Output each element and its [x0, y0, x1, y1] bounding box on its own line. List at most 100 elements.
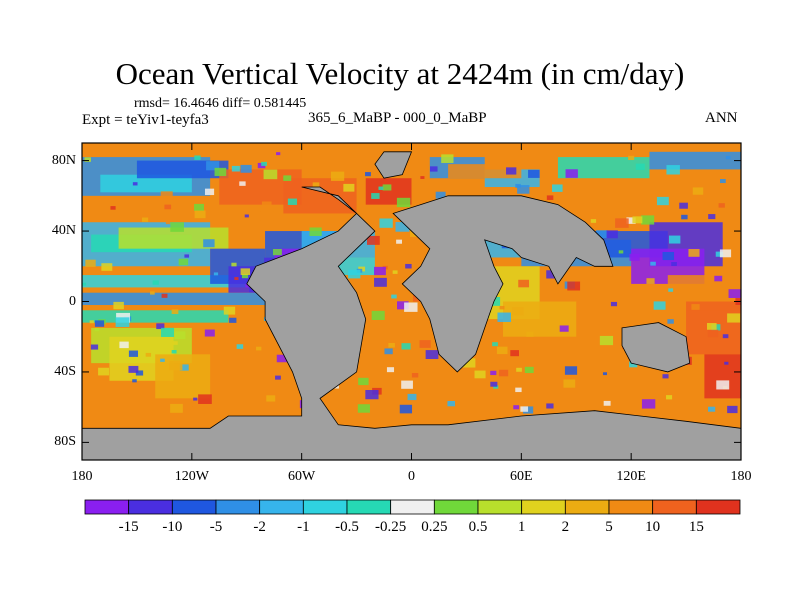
field-speckle — [141, 217, 149, 222]
colorbar-label: 2 — [561, 519, 570, 535]
colorbar-swatch — [477, 499, 523, 515]
field-speckle — [653, 301, 666, 310]
field-speckle — [727, 405, 738, 414]
field-speckle — [618, 250, 624, 254]
colorbar — [84, 499, 741, 515]
field-speckle — [98, 367, 110, 376]
field-speckle — [170, 403, 183, 413]
field-speckle — [263, 169, 278, 180]
field-speckle — [193, 397, 198, 401]
field-speckle — [499, 305, 505, 310]
colorbar-label: -0.25 — [375, 519, 407, 535]
field-speckle — [656, 196, 669, 206]
field-patch — [448, 164, 522, 179]
field-speckle — [628, 155, 635, 161]
field-speckle — [115, 317, 130, 327]
field-speckle — [260, 211, 274, 221]
field-speckle — [635, 163, 645, 170]
field-speckle — [161, 293, 168, 298]
field-speckle — [441, 154, 454, 163]
field-speckle — [724, 361, 729, 365]
velocity-field — [82, 143, 741, 460]
field-speckle — [626, 217, 636, 224]
field-speckle — [516, 367, 522, 372]
field-speckle — [94, 320, 105, 327]
field-speckle — [524, 366, 534, 374]
field-speckle — [171, 309, 179, 314]
field-speckle — [261, 201, 272, 209]
field-speckle — [365, 172, 371, 177]
field-speckle — [546, 195, 554, 200]
field-speckle — [371, 310, 385, 320]
field-speckle — [552, 184, 563, 192]
field-speckle — [728, 289, 741, 298]
colorbar-label: 5 — [605, 519, 613, 535]
field-speckle — [388, 342, 395, 348]
field-speckle — [722, 334, 729, 339]
field-speckle — [371, 193, 380, 199]
lon-tick-label: 180 — [71, 469, 93, 484]
lon-tick-label: 60E — [510, 469, 533, 484]
land-polygon — [621, 322, 691, 373]
field-speckle — [287, 198, 298, 205]
field-speckle — [603, 400, 611, 406]
colorbar-label: -10 — [162, 519, 183, 535]
field-speckle — [679, 202, 688, 209]
field-speckle — [194, 203, 204, 211]
field-speckle — [145, 352, 152, 357]
field-speckle — [357, 404, 370, 413]
colorbar-label: -1 — [297, 519, 310, 535]
colorbar-swatch — [433, 499, 479, 515]
field-speckle — [567, 281, 581, 291]
field-speckle — [401, 343, 411, 350]
field-speckle — [474, 370, 486, 379]
field-speckle — [506, 167, 517, 175]
field-speckle — [565, 169, 578, 178]
field-speckle — [391, 294, 397, 299]
field-speckle — [165, 221, 171, 225]
colorbar-swatch — [652, 499, 697, 515]
field-speckle — [223, 306, 236, 315]
field-speckle — [170, 222, 184, 232]
field-speckle — [261, 361, 269, 366]
field-speckle — [718, 203, 725, 208]
axis-ticks — [81, 143, 742, 460]
field-speckle — [236, 344, 244, 349]
field-speckle — [691, 304, 700, 310]
field-patch — [82, 292, 266, 306]
field-speckle — [239, 181, 246, 186]
field-speckle — [435, 191, 446, 199]
field-speckle — [520, 406, 529, 412]
field-speckle — [229, 317, 237, 323]
field-speckle — [517, 185, 530, 194]
field-speckle — [642, 180, 655, 189]
lat-tick-label: 80N — [51, 152, 76, 168]
field-speckle — [420, 176, 425, 179]
field-speckle — [715, 251, 724, 257]
colorbar-swatch — [215, 499, 261, 515]
field-speckle — [632, 216, 643, 224]
field-speckle — [496, 346, 508, 355]
lat-tick-label: 80S — [54, 434, 76, 450]
field-speckle — [169, 360, 183, 371]
field-speckle — [599, 335, 614, 346]
field-speckle — [650, 261, 656, 266]
field-speckle — [716, 380, 730, 390]
field-speckle — [179, 364, 189, 371]
colorbar-swatch — [302, 499, 348, 515]
field-speckle — [407, 393, 417, 401]
field-speckle — [160, 191, 173, 200]
field-speckle — [283, 175, 292, 181]
lat-tick-label: 40S — [54, 363, 76, 379]
field-speckle — [132, 379, 137, 383]
field-speckle — [234, 277, 239, 280]
field-speckle — [511, 307, 524, 316]
field-speckle — [194, 210, 206, 219]
field-speckle — [528, 169, 540, 178]
field-speckle — [725, 155, 731, 160]
colorbar-swatch — [564, 499, 610, 515]
field-speckle — [382, 184, 392, 191]
field-speckle — [590, 219, 597, 223]
colorbar-label: 15 — [688, 519, 704, 535]
